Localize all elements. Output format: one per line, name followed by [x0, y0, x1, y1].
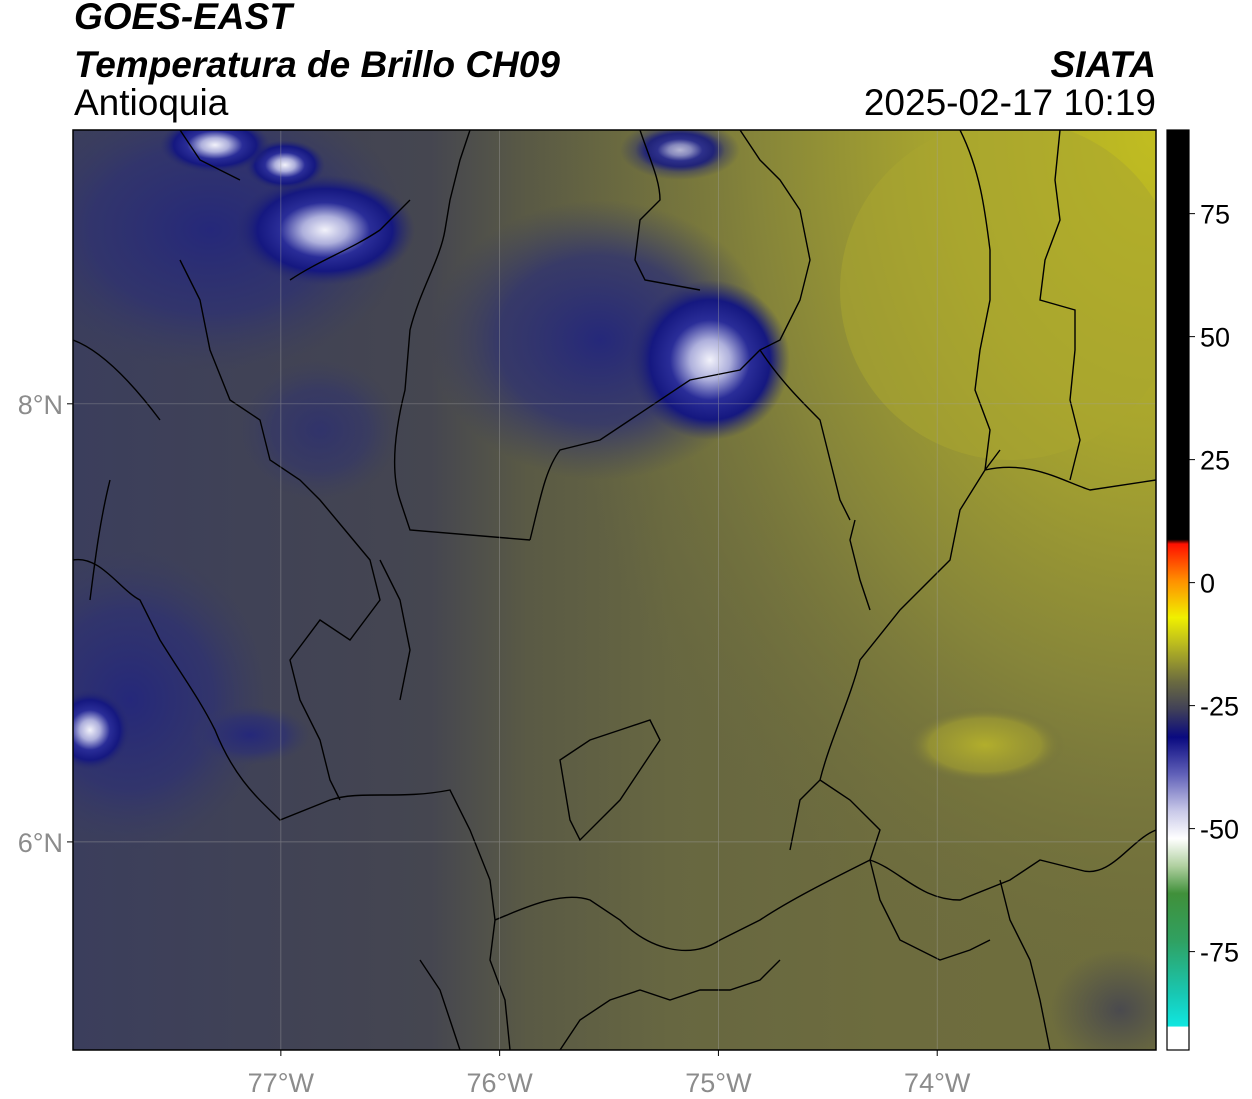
colorbar-tick-label: 50: [1200, 323, 1230, 353]
colorbar-tick-label: 25: [1200, 446, 1230, 476]
colorbar-tick-label: -25: [1200, 692, 1239, 722]
map-frame: [72, 129, 1157, 1051]
colorbar: [1167, 130, 1189, 1050]
region-label: Antioquia: [74, 82, 229, 123]
datetime-label: 2025-02-17 10:19: [863, 82, 1156, 123]
colorbar-tick-label: -75: [1200, 938, 1239, 968]
lat-tick-label: 6°N: [18, 828, 63, 858]
lon-tick-label: 76°W: [466, 1068, 533, 1098]
agency-label: SIATA: [1050, 44, 1156, 85]
lat-tick-label: 8°N: [18, 390, 63, 420]
lon-tick-label: 75°W: [685, 1068, 752, 1098]
lon-tick-label: 77°W: [248, 1068, 315, 1098]
gridlines: [73, 130, 1156, 1050]
brightness-temperature-field: [73, 130, 1156, 1050]
lon-tick-label: 74°W: [904, 1068, 971, 1098]
latitude-ticks: 8°N 6°N: [18, 390, 73, 858]
colorbar-frame: [1166, 129, 1190, 1051]
colorbar-tick-label: -50: [1200, 815, 1239, 845]
satellite-title: GOES-EAST: [74, 0, 292, 37]
colorbar-tick-label: 75: [1200, 200, 1230, 230]
colorbar-tick-label: 0: [1200, 569, 1215, 599]
product-title: Temperatura de Brillo CH09: [74, 44, 560, 85]
colorbar-ticks: 75 50 25 0 -25 -50 -75: [1189, 200, 1239, 968]
boundary-lines: [73, 130, 1156, 1050]
longitude-ticks: 77°W 76°W 75°W 74°W: [248, 1050, 971, 1098]
